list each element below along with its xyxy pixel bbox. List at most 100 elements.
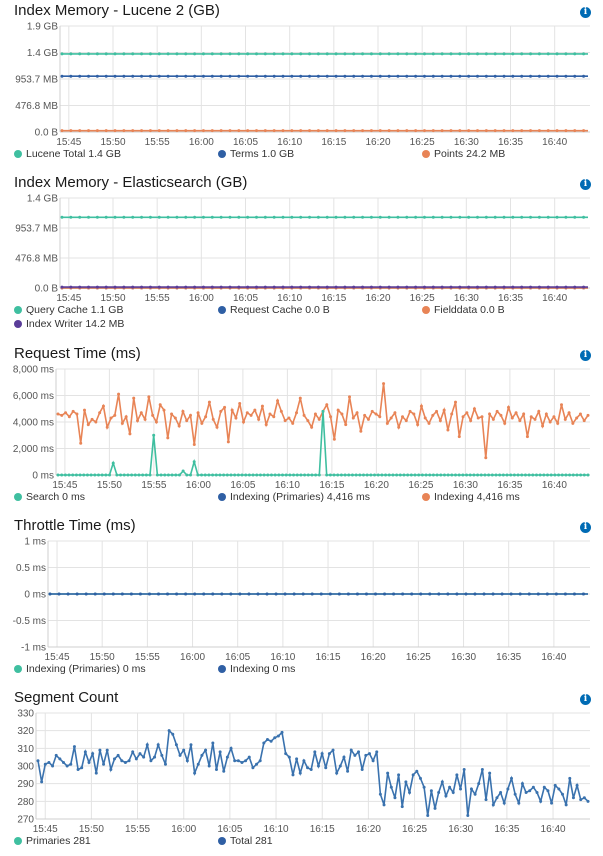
data-point	[422, 129, 426, 133]
data-point	[537, 129, 541, 133]
data-point	[102, 592, 106, 596]
data-point	[422, 74, 426, 78]
data-point	[367, 752, 371, 756]
legend-item[interactable]: Indexing (Primaries) 4,416 ms	[218, 491, 370, 503]
legend-item[interactable]: Index Writer 14.2 MB	[14, 318, 124, 330]
data-point	[409, 473, 413, 477]
data-point	[337, 592, 341, 596]
legend-label: Index Writer 14.2 MB	[26, 318, 125, 330]
data-point	[361, 74, 365, 78]
data-point	[184, 285, 188, 289]
data-point	[493, 74, 497, 78]
data-point	[468, 473, 472, 477]
data-point	[560, 473, 564, 477]
legend-item[interactable]: Total 281	[218, 835, 273, 847]
data-point	[511, 129, 515, 133]
data-point	[484, 456, 488, 460]
data-point	[238, 592, 242, 596]
data-point	[166, 52, 170, 56]
info-icon[interactable]: i	[580, 694, 591, 705]
data-point	[467, 285, 471, 289]
data-point	[272, 215, 276, 219]
data-point	[228, 285, 232, 289]
data-point	[96, 473, 100, 477]
legend-label: Indexing (Primaries) 4,416 ms	[230, 491, 371, 503]
data-point	[387, 285, 391, 289]
panel-request: Request Time (ms) i 8,000 ms 6,000 ms 4,00…	[0, 345, 603, 517]
data-point	[185, 473, 189, 477]
data-point	[455, 592, 459, 596]
data-point	[75, 592, 79, 596]
data-point	[422, 785, 426, 789]
data-point	[210, 129, 214, 133]
legend-item[interactable]: Request Cache 0.0 B	[218, 304, 330, 316]
legend-item[interactable]: Points 24.2 MB	[422, 148, 505, 160]
data-point	[449, 74, 453, 78]
info-icon[interactable]: i	[580, 350, 591, 361]
x-tick-label: 15:50	[100, 137, 125, 148]
data-point	[69, 129, 73, 133]
data-point	[525, 435, 529, 439]
y-tick-label: 0 ms	[32, 471, 54, 482]
data-point	[494, 473, 498, 477]
data-point	[189, 473, 192, 477]
data-point	[375, 750, 379, 754]
data-point	[211, 417, 215, 421]
data-point	[564, 74, 568, 78]
data-point	[555, 285, 559, 289]
data-point	[302, 759, 306, 763]
legend-item[interactable]: Search 0 ms	[14, 491, 85, 503]
data-point	[520, 285, 524, 289]
data-point	[457, 473, 461, 477]
x-tick-label: 16:30	[453, 480, 478, 491]
data-point	[257, 417, 261, 421]
legend-item[interactable]: Indexing 4,416 ms	[422, 491, 520, 503]
data-point	[446, 592, 450, 596]
data-point	[373, 473, 377, 477]
data-point	[310, 425, 314, 429]
data-point	[193, 285, 197, 289]
legend-swatch	[422, 150, 430, 158]
y-tick-label: 320	[17, 726, 34, 737]
legend-item[interactable]: Fielddata 0.0 B	[422, 304, 505, 316]
data-point	[316, 215, 320, 219]
data-point	[140, 52, 144, 56]
data-point	[396, 52, 400, 56]
legend-item[interactable]: Indexing (Primaries) 0 ms	[14, 663, 146, 675]
info-icon[interactable]: i	[580, 522, 591, 533]
legend-item[interactable]: Indexing 0 ms	[218, 663, 295, 675]
data-point	[211, 473, 215, 477]
data-point	[219, 52, 223, 56]
data-point	[352, 129, 356, 133]
data-point	[64, 411, 68, 415]
x-tick-label: 15:50	[100, 293, 125, 304]
data-point	[325, 215, 329, 219]
legend-item[interactable]: Lucene Total 1.4 GB	[14, 148, 121, 160]
data-point	[58, 757, 62, 761]
y-tick-label: 953.7 MB	[15, 224, 58, 235]
data-point	[573, 52, 577, 56]
y-tick-label: 1 ms	[24, 537, 46, 548]
y-tick-label: -1 ms	[21, 643, 46, 654]
info-icon[interactable]: i	[580, 7, 591, 18]
data-point	[563, 417, 567, 421]
data-point	[272, 74, 276, 78]
data-point	[166, 129, 170, 133]
data-point	[117, 392, 121, 396]
data-point	[211, 741, 215, 745]
data-point	[228, 129, 232, 133]
data-point	[431, 413, 435, 417]
data-point	[87, 760, 91, 764]
data-point	[437, 592, 441, 596]
legend-item[interactable]: Primaries 281	[14, 835, 91, 847]
chart-es: 1.4 GB 953.7 MB 476.8 MB 0.0 B15:45 15:50 15:…	[15, 194, 590, 304]
legend-item[interactable]: Query Cache 1.1 GB	[14, 304, 123, 316]
x-tick-label: 16:30	[448, 824, 473, 835]
data-point	[398, 473, 402, 477]
legend-item[interactable]: Terms 1.0 GB	[218, 148, 294, 160]
data-point	[102, 762, 106, 766]
data-point	[414, 129, 418, 133]
info-icon[interactable]: i	[580, 179, 591, 190]
data-point	[214, 473, 218, 477]
data-point	[586, 413, 590, 417]
